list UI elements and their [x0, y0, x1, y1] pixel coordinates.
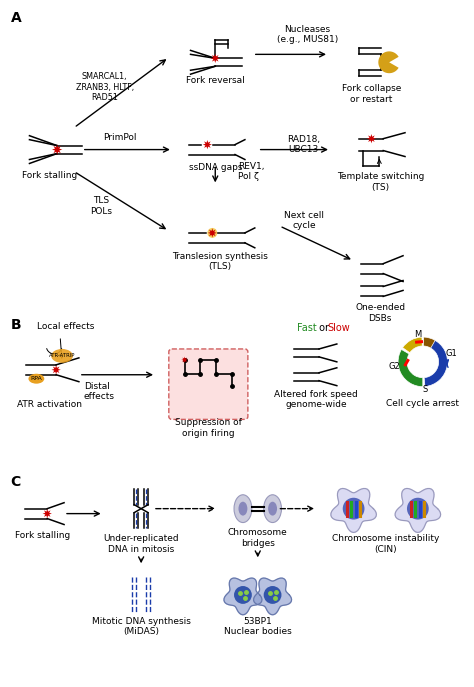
- Ellipse shape: [268, 502, 277, 516]
- Text: C: C: [11, 475, 21, 489]
- Text: TLS
POLs: TLS POLs: [91, 196, 113, 216]
- Polygon shape: [378, 52, 399, 74]
- Text: Next cell
cycle: Next cell cycle: [284, 211, 324, 230]
- Text: Fork stalling: Fork stalling: [15, 532, 70, 541]
- Bar: [415, 340, 423, 344]
- Ellipse shape: [234, 586, 252, 604]
- Polygon shape: [208, 228, 217, 238]
- Ellipse shape: [407, 498, 428, 519]
- Polygon shape: [367, 134, 376, 144]
- Text: ATR activation: ATR activation: [17, 400, 82, 409]
- Text: Translesion synthesis
(TLS): Translesion synthesis (TLS): [172, 251, 268, 271]
- Text: B: B: [11, 318, 21, 333]
- Text: One-ended
DSBs: One-ended DSBs: [355, 304, 405, 323]
- Text: Fork stalling: Fork stalling: [22, 171, 77, 181]
- Text: Fork reversal: Fork reversal: [186, 76, 245, 85]
- Polygon shape: [210, 54, 220, 63]
- Ellipse shape: [28, 374, 44, 383]
- Ellipse shape: [234, 495, 252, 523]
- Ellipse shape: [51, 349, 73, 363]
- Ellipse shape: [264, 495, 282, 523]
- Text: RAD18,
UBC13: RAD18, UBC13: [287, 135, 320, 154]
- Text: Chromosome
bridges: Chromosome bridges: [228, 528, 288, 548]
- Polygon shape: [331, 488, 376, 532]
- Text: Chromosome instability
(CIN): Chromosome instability (CIN): [331, 534, 439, 554]
- Polygon shape: [203, 140, 212, 149]
- Text: G2: G2: [388, 362, 400, 371]
- Text: Altered fork speed
genome-wide: Altered fork speed genome-wide: [274, 390, 358, 409]
- Polygon shape: [254, 578, 292, 615]
- Text: Mitotic DNA synthesis
(MiDAS): Mitotic DNA synthesis (MiDAS): [91, 617, 191, 636]
- Text: PrimPol: PrimPol: [103, 133, 136, 142]
- Polygon shape: [43, 509, 52, 518]
- Ellipse shape: [238, 502, 247, 516]
- Wedge shape: [424, 339, 447, 387]
- Polygon shape: [182, 357, 188, 363]
- Text: Slow: Slow: [327, 323, 350, 333]
- Text: SMARCAL1,
ZRANB3, HLTF,
RAD51: SMARCAL1, ZRANB3, HLTF, RAD51: [75, 72, 134, 102]
- Polygon shape: [52, 365, 61, 374]
- Text: Distal
effects: Distal effects: [84, 382, 115, 401]
- Wedge shape: [402, 337, 422, 352]
- FancyBboxPatch shape: [169, 349, 248, 419]
- Text: ATR-ATRIP: ATR-ATRIP: [49, 353, 75, 359]
- Polygon shape: [395, 488, 441, 532]
- Text: REV1,
Pol ζ: REV1, Pol ζ: [238, 161, 264, 181]
- Text: Fast: Fast: [297, 323, 317, 333]
- Text: S: S: [422, 385, 428, 394]
- Text: Local effects: Local effects: [37, 322, 95, 331]
- Text: Suppression of
origin firing: Suppression of origin firing: [175, 418, 242, 438]
- Circle shape: [207, 228, 217, 238]
- Text: or: or: [316, 323, 332, 333]
- Polygon shape: [224, 578, 262, 615]
- Text: ssDNA gaps: ssDNA gaps: [189, 164, 242, 172]
- Text: Cell cycle arrest: Cell cycle arrest: [386, 398, 459, 407]
- Text: Template switching
(TS): Template switching (TS): [337, 172, 424, 192]
- Text: Under-replicated
DNA in mitosis: Under-replicated DNA in mitosis: [103, 534, 179, 554]
- Text: 53BP1
Nuclear bodies: 53BP1 Nuclear bodies: [224, 617, 292, 636]
- Bar: [403, 359, 410, 367]
- Ellipse shape: [264, 586, 282, 604]
- Ellipse shape: [343, 498, 365, 519]
- Text: A: A: [11, 11, 21, 25]
- Text: G1: G1: [446, 350, 457, 359]
- Text: RPA: RPA: [30, 376, 42, 381]
- Wedge shape: [423, 337, 435, 348]
- Text: Nucleases
(e.g., MUS81): Nucleases (e.g., MUS81): [276, 25, 338, 44]
- Text: M: M: [414, 330, 421, 339]
- Text: Fork collapse
or restart: Fork collapse or restart: [342, 84, 401, 104]
- Polygon shape: [52, 144, 62, 155]
- Wedge shape: [398, 350, 423, 387]
